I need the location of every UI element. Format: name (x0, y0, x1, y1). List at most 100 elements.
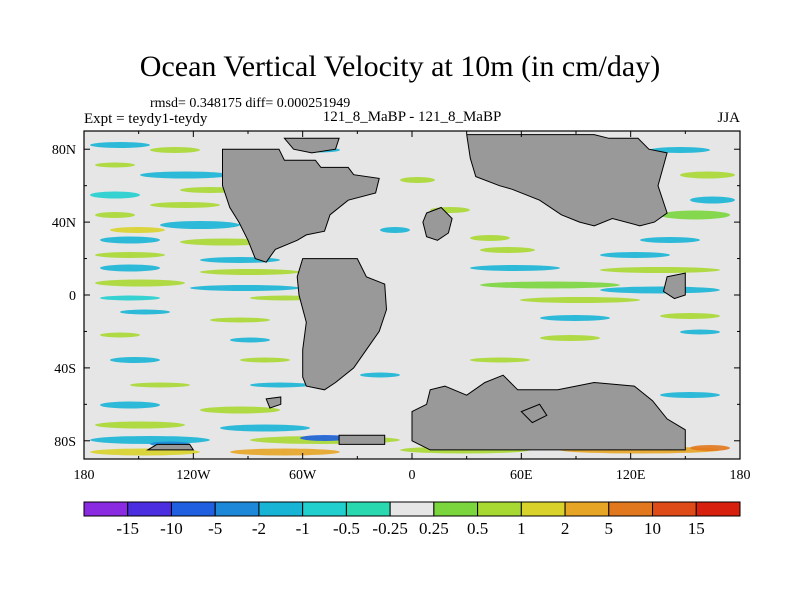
colorbar-label: 0.25 (419, 519, 449, 538)
map-area (84, 131, 740, 459)
anomaly-patch (680, 329, 720, 335)
stats-text: rmsd= 0.348175 diff= 0.000251949 (150, 96, 351, 111)
colorbar-label: -5 (208, 519, 222, 538)
colorbar-label: 5 (605, 519, 614, 538)
x-tick-label: 180 (74, 468, 95, 483)
anomaly-patch (190, 285, 300, 291)
anomaly-patch (95, 421, 185, 429)
anomaly-patch (100, 264, 160, 272)
land-mass (422, 206, 453, 241)
y-tick-label: 0 (69, 289, 76, 304)
colorbar: -15 -10 -5 -2 -1 -0.5 -0.25 0.25 0.5 1 2 5 10 15 (83, 501, 741, 538)
anomaly-patch (150, 147, 200, 153)
colorbar-swatch (433, 501, 479, 517)
land-mass (520, 403, 548, 424)
anomaly-patch (120, 309, 170, 315)
land-mass (466, 134, 668, 227)
anomaly-patch (230, 337, 270, 343)
land-mass (283, 137, 340, 154)
anomaly-patch (470, 265, 560, 271)
colorbar-label: -2 (252, 519, 266, 538)
anomaly-patch (95, 279, 185, 287)
x-tick-label: 60E (510, 468, 533, 483)
colorbar-label: 0.5 (467, 519, 488, 538)
colorbar-label: 1 (517, 519, 526, 538)
anomaly-patch (360, 372, 400, 378)
anomaly-patch (200, 269, 300, 275)
colorbar-swatch (345, 501, 391, 517)
x-tick-label: 60W (289, 468, 317, 483)
anomaly-patch (140, 171, 230, 179)
x-tick-label: 120W (176, 468, 211, 483)
anomaly-patch (110, 227, 165, 233)
anomaly-patch (110, 357, 160, 363)
land-mass (662, 272, 686, 300)
chart-title: Ocean Vertical Velocity at 10m (in cm/da… (139, 50, 661, 83)
anomaly-patch (150, 202, 220, 208)
anomaly-patch (660, 313, 720, 319)
colorbar-swatch (170, 501, 216, 517)
anomaly-patch (690, 445, 730, 451)
x-tick-label: 0 (409, 468, 416, 483)
case-label: 121_8_MaBP - 121_8_MaBP (322, 109, 502, 125)
experiment-label: Expt = teydy1-teydy (84, 111, 208, 127)
x-tick-label: 180 (730, 468, 751, 483)
anomaly-patch (470, 357, 530, 363)
colorbar-swatch (214, 501, 260, 517)
anomaly-patch (650, 147, 710, 153)
anomaly-patch (600, 286, 720, 294)
colorbar-label: 15 (688, 519, 705, 538)
anomaly-patch (210, 317, 270, 323)
anomaly-patch (90, 142, 150, 148)
anomaly-patch (520, 297, 640, 303)
anomaly-patch (240, 357, 290, 363)
land-mass (146, 443, 195, 451)
colorbar-swatch (258, 501, 304, 517)
land-mass (411, 374, 686, 451)
colorbar-swatch (302, 501, 347, 517)
colorbar-label: -1 (296, 519, 310, 538)
x-tick-label: 120E (616, 468, 646, 483)
anomaly-patch (640, 237, 700, 243)
anomaly-patch (100, 236, 160, 244)
anomaly-patch (690, 196, 735, 204)
land-mass (265, 396, 282, 409)
anomaly-patch (600, 252, 670, 258)
land-mass (222, 148, 380, 263)
land-masks (146, 134, 686, 451)
anomaly-patch (480, 247, 535, 253)
anomaly-patch (90, 191, 140, 199)
y-tick-label: 40S (54, 362, 76, 377)
anomaly-patch (380, 227, 410, 233)
anomaly-patch (130, 382, 190, 388)
colorbar-label: 10 (644, 519, 661, 538)
y-tick-label: 80S (54, 435, 76, 450)
anomaly-patch (400, 177, 435, 183)
colorbar-label: 2 (561, 519, 570, 538)
colorbar-label: -0.25 (372, 519, 407, 538)
x-axis: 180 120W 60W 0 60E 120E 180 (74, 131, 751, 483)
anomaly-patch (680, 171, 735, 179)
colorbar-swatch (389, 501, 435, 517)
colorbar-swatch (608, 501, 654, 517)
anomaly-patch (90, 436, 210, 444)
land-mass (296, 258, 388, 391)
colorbar-swatch (520, 501, 566, 517)
colorbar-swatch (127, 501, 172, 517)
anomaly-patch (95, 252, 165, 258)
colorbar-swatch (83, 501, 129, 517)
anomaly-patch (250, 382, 310, 388)
colorbar-swatch (695, 501, 741, 517)
anomaly-patch (300, 435, 350, 441)
season-label: JJA (717, 110, 740, 126)
colorbar-swatch (564, 501, 610, 517)
anomaly-patch (470, 235, 510, 241)
anomaly-patch (95, 212, 135, 218)
anomaly-patch (100, 295, 160, 301)
anomaly-patch (540, 315, 610, 321)
anomaly-patch (230, 448, 340, 456)
y-tick-label: 80N (52, 143, 76, 158)
anomaly-patch (95, 162, 135, 168)
colorbar-label: -10 (160, 519, 183, 538)
